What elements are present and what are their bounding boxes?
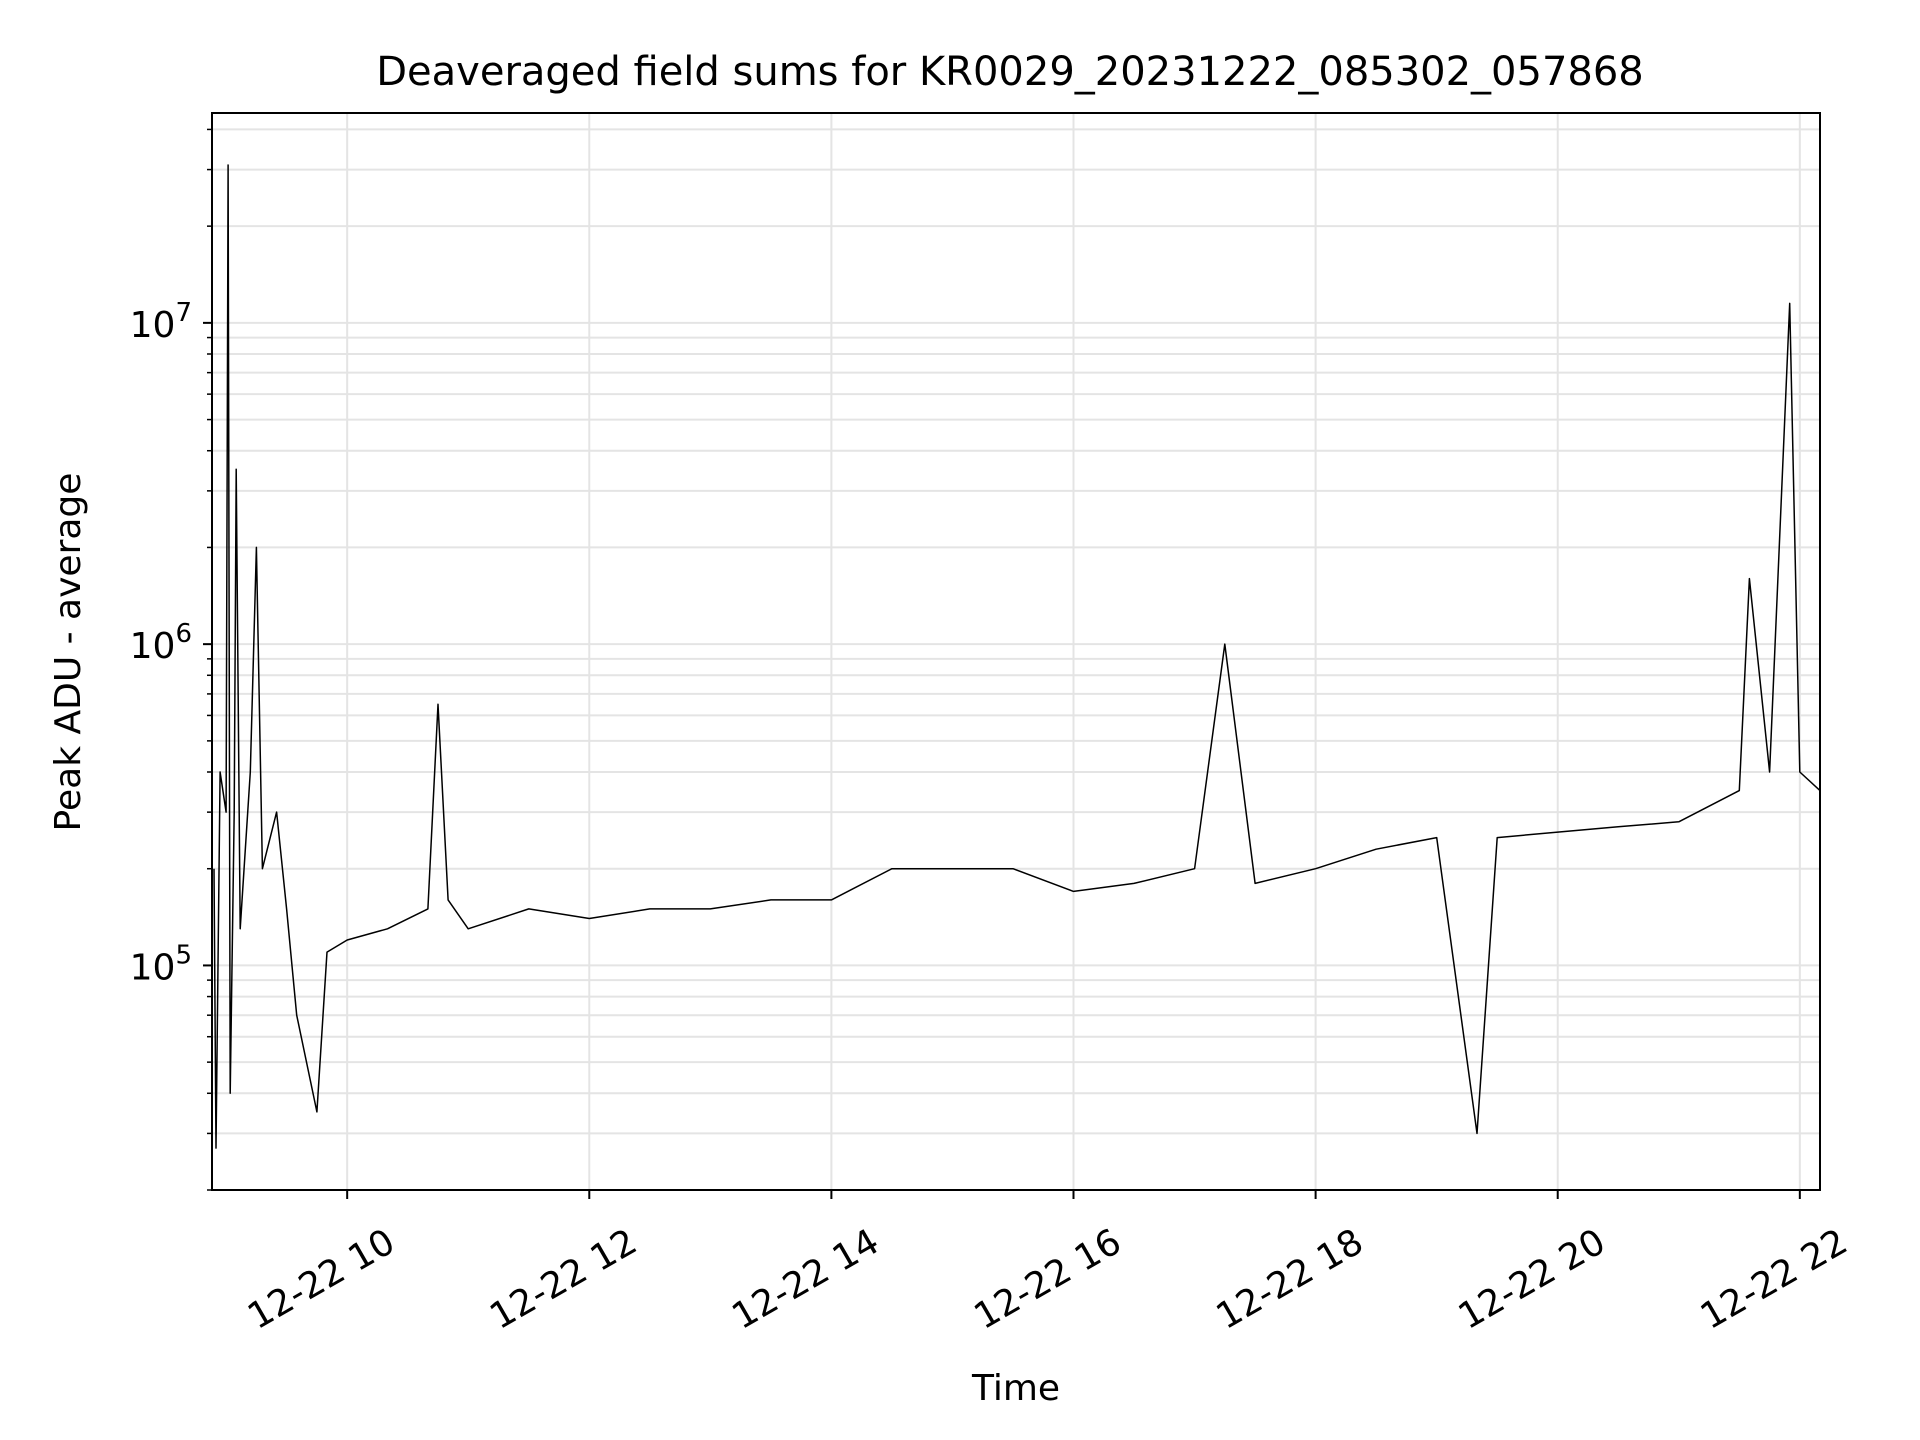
y-tick-label: 105 — [130, 940, 192, 988]
y-tick-label-base: 10 — [130, 626, 176, 667]
y-tick-label-exponent: 5 — [175, 940, 192, 970]
y-axis-label: Peak ADU - average — [48, 473, 89, 832]
y-tick-label: 107 — [130, 298, 192, 346]
y-tick-label-base: 10 — [130, 305, 176, 346]
y-tick-label: 106 — [130, 619, 192, 667]
plot-area — [211, 112, 1821, 1191]
y-tick-label-base: 10 — [130, 947, 176, 988]
y-tick-label-exponent: 7 — [175, 298, 192, 328]
chart-title: Deaveraged field sums for KR0029_2023122… — [376, 49, 1644, 95]
plot-line — [213, 164, 1821, 1149]
data-series-line — [213, 164, 1821, 1149]
x-axis-label: Time — [971, 1368, 1060, 1409]
grid — [212, 113, 1820, 1191]
y-tick-label-exponent: 6 — [175, 619, 192, 649]
